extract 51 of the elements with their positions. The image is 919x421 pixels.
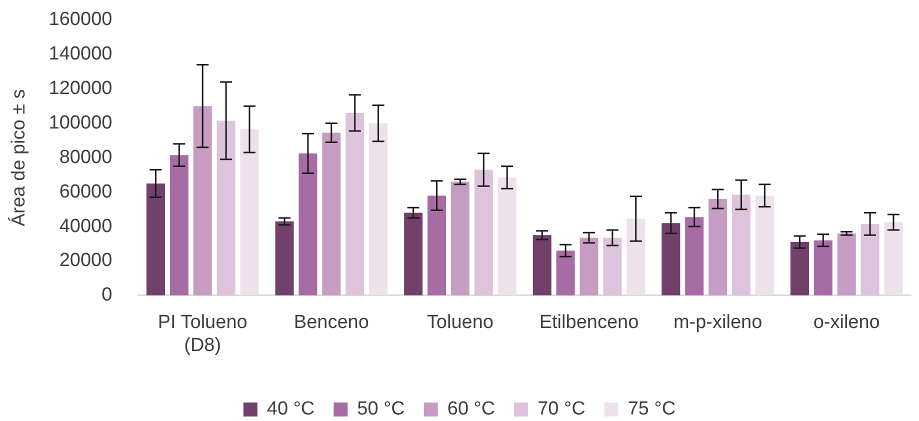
y-tick-label: 80000	[59, 146, 112, 168]
y-tick-label: 140000	[48, 44, 112, 65]
bar	[275, 221, 294, 296]
bar	[450, 182, 470, 296]
x-tick-label: o-xileno	[813, 312, 880, 334]
y-tick-label: 20000	[59, 250, 112, 272]
bar	[298, 153, 318, 296]
bar	[193, 106, 212, 296]
bar	[708, 199, 728, 296]
bar	[884, 222, 903, 296]
legend-label: 60 °C	[447, 398, 496, 420]
x-tick-label: Benceno	[294, 312, 369, 334]
y-tick-label: 160000	[48, 9, 112, 30]
bar	[404, 212, 423, 296]
bar	[603, 238, 622, 296]
bar	[860, 224, 880, 296]
bar	[556, 250, 575, 296]
y-tick-label: 100000	[48, 112, 112, 134]
legend-label: 70 °C	[538, 398, 586, 420]
bar	[580, 238, 598, 296]
bar	[474, 170, 493, 296]
y-tick-label: 120000	[48, 78, 112, 100]
bar	[662, 223, 680, 296]
bar	[532, 235, 552, 296]
y-tick-label: 40000	[59, 216, 112, 237]
y-axis-title: Área de pico ± s	[8, 89, 30, 226]
bar	[369, 123, 388, 296]
bar	[626, 218, 646, 296]
bar	[755, 196, 774, 296]
legend-label: 40 °C	[266, 398, 315, 420]
bar	[732, 194, 750, 296]
bar	[837, 233, 856, 296]
bar	[216, 120, 236, 296]
y-tick-label: 0	[102, 284, 112, 306]
bar	[685, 217, 704, 296]
x-tick-label: Tolueno	[426, 312, 494, 334]
y-tick-label: 60000	[59, 181, 112, 202]
legend-label: 75 °C	[628, 398, 676, 420]
bar	[498, 177, 516, 296]
bar	[146, 184, 165, 296]
bar	[322, 132, 341, 296]
bar	[790, 242, 809, 296]
bar	[814, 240, 832, 296]
x-tick-label: m-p-xileno	[673, 312, 762, 334]
x-tick-label: PI Tolueno (D8)	[158, 312, 248, 356]
legend-label: 50 °C	[357, 398, 405, 420]
bar	[170, 155, 188, 296]
bar	[346, 112, 364, 296]
bar	[428, 196, 446, 296]
bar	[240, 129, 259, 296]
x-tick-label: Etilbenceno	[539, 312, 639, 334]
